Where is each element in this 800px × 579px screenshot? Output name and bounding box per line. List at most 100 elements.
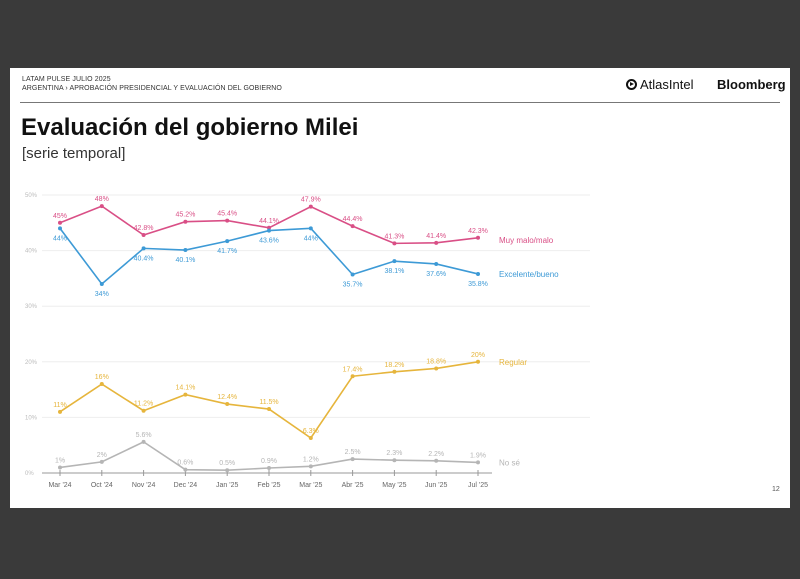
- data-label: 0.5%: [219, 460, 235, 467]
- page-number: 12: [772, 486, 780, 493]
- data-point: [267, 228, 271, 233]
- atlasintel-logo-text: AtlasIntel: [640, 77, 694, 92]
- series-line-3: [59, 440, 479, 472]
- data-label: 40.1%: [175, 257, 195, 264]
- data-point: [141, 439, 146, 444]
- data-point: [267, 465, 271, 470]
- data-label: 48%: [95, 196, 109, 203]
- data-point: [267, 225, 271, 230]
- x-tick-label: Abr '25: [342, 482, 364, 489]
- data-label: 20%: [471, 352, 485, 359]
- data-label: 2.5%: [345, 449, 361, 456]
- data-point: [225, 218, 230, 223]
- y-tick-label: 0%: [25, 471, 34, 477]
- data-point: [350, 272, 355, 277]
- data-label: 1.9%: [470, 452, 486, 459]
- series-label: Muy malo/malo: [499, 236, 554, 245]
- data-label: 6.3%: [303, 428, 319, 435]
- data-point: [308, 226, 313, 231]
- page-title: Evaluación del gobierno Milei: [21, 114, 359, 141]
- data-label: 41.3%: [384, 233, 404, 240]
- data-point: [308, 204, 313, 209]
- data-label: 44.4%: [343, 216, 363, 223]
- data-point: [58, 465, 62, 470]
- report-name: LATAM PULSE JULIO 2025: [22, 76, 111, 83]
- header-divider: [20, 102, 780, 103]
- data-label: 35.8%: [468, 281, 488, 288]
- data-label: 40.4%: [134, 255, 154, 262]
- x-tick-label: Nov '24: [132, 482, 156, 489]
- data-point: [141, 246, 146, 251]
- data-point: [99, 459, 104, 464]
- data-label: 11.5%: [259, 399, 278, 406]
- y-tick-label: 20%: [25, 360, 38, 366]
- data-label: 42.3%: [468, 228, 488, 235]
- data-label: 44.1%: [259, 218, 279, 225]
- y-tick-label: 10%: [25, 415, 38, 421]
- x-tick-label: May '25: [382, 482, 406, 489]
- x-tick-label: Jan '25: [216, 482, 238, 489]
- data-label: 2%: [97, 452, 107, 459]
- data-label: 45.2%: [175, 212, 195, 219]
- data-label: 12.4%: [217, 394, 237, 401]
- data-label: 42.8%: [134, 225, 154, 232]
- data-label: 2.2%: [428, 451, 444, 458]
- data-point: [141, 233, 146, 238]
- data-label: 44%: [53, 235, 67, 242]
- data-label: 2.3%: [386, 450, 402, 457]
- y-tick-label: 30%: [25, 304, 38, 310]
- y-tick-label: 50%: [25, 193, 38, 199]
- data-point: [267, 407, 271, 412]
- data-label: 14.1%: [175, 385, 195, 392]
- data-point: [183, 467, 188, 472]
- data-label: 34%: [95, 291, 109, 298]
- data-label: 0.6%: [177, 460, 193, 467]
- data-point: [392, 259, 397, 264]
- data-point: [58, 220, 62, 225]
- data-label: 35.7%: [343, 282, 363, 289]
- data-label: 11.2%: [134, 401, 153, 408]
- data-point: [308, 464, 313, 469]
- x-tick-label: Oct '24: [91, 482, 113, 489]
- bloomberg-logo: Bloomberg: [717, 77, 786, 92]
- x-tick-label: Dec '24: [174, 482, 198, 489]
- data-label: 18.2%: [384, 362, 404, 369]
- data-label: 47.9%: [301, 197, 321, 204]
- atlasintel-logo-icon: [626, 79, 637, 90]
- data-point: [350, 374, 355, 379]
- data-label: 45.4%: [217, 211, 237, 218]
- data-point: [476, 359, 480, 364]
- data-point: [434, 240, 439, 245]
- x-tick-label: Feb '25: [257, 482, 280, 489]
- data-point: [225, 402, 230, 407]
- y-tick-label: 40%: [25, 249, 38, 255]
- data-point: [99, 281, 104, 286]
- data-label: 18.8%: [426, 358, 446, 365]
- page-subtitle: [serie temporal]: [22, 145, 126, 162]
- data-point: [392, 241, 397, 246]
- data-point: [350, 457, 355, 462]
- data-point: [434, 366, 439, 371]
- x-tick-label: Jul '25: [468, 482, 488, 489]
- data-label: 1%: [55, 457, 65, 464]
- data-point: [392, 458, 397, 463]
- data-label: 44%: [304, 235, 318, 242]
- series-label: Regular: [499, 358, 527, 367]
- data-point: [392, 369, 397, 374]
- data-label: 37.6%: [426, 271, 446, 278]
- data-point: [141, 408, 146, 413]
- data-label: 41.7%: [217, 248, 237, 255]
- data-label: 45%: [53, 213, 67, 220]
- slide: LATAM PULSE JULIO 2025 ARGENTINA › APROB…: [10, 68, 790, 508]
- data-label: 17.4%: [343, 366, 363, 373]
- data-point: [476, 460, 480, 465]
- data-point: [183, 219, 188, 224]
- data-point: [99, 382, 104, 387]
- x-tick-label: Mar '25: [299, 482, 322, 489]
- data-point: [308, 435, 313, 440]
- series-label: Excelente/bueno: [499, 270, 559, 279]
- data-point: [58, 409, 62, 414]
- data-point: [350, 224, 355, 229]
- breadcrumb: ARGENTINA › APROBACIÓN PRESIDENCIAL Y EV…: [22, 85, 282, 92]
- data-point: [99, 204, 104, 209]
